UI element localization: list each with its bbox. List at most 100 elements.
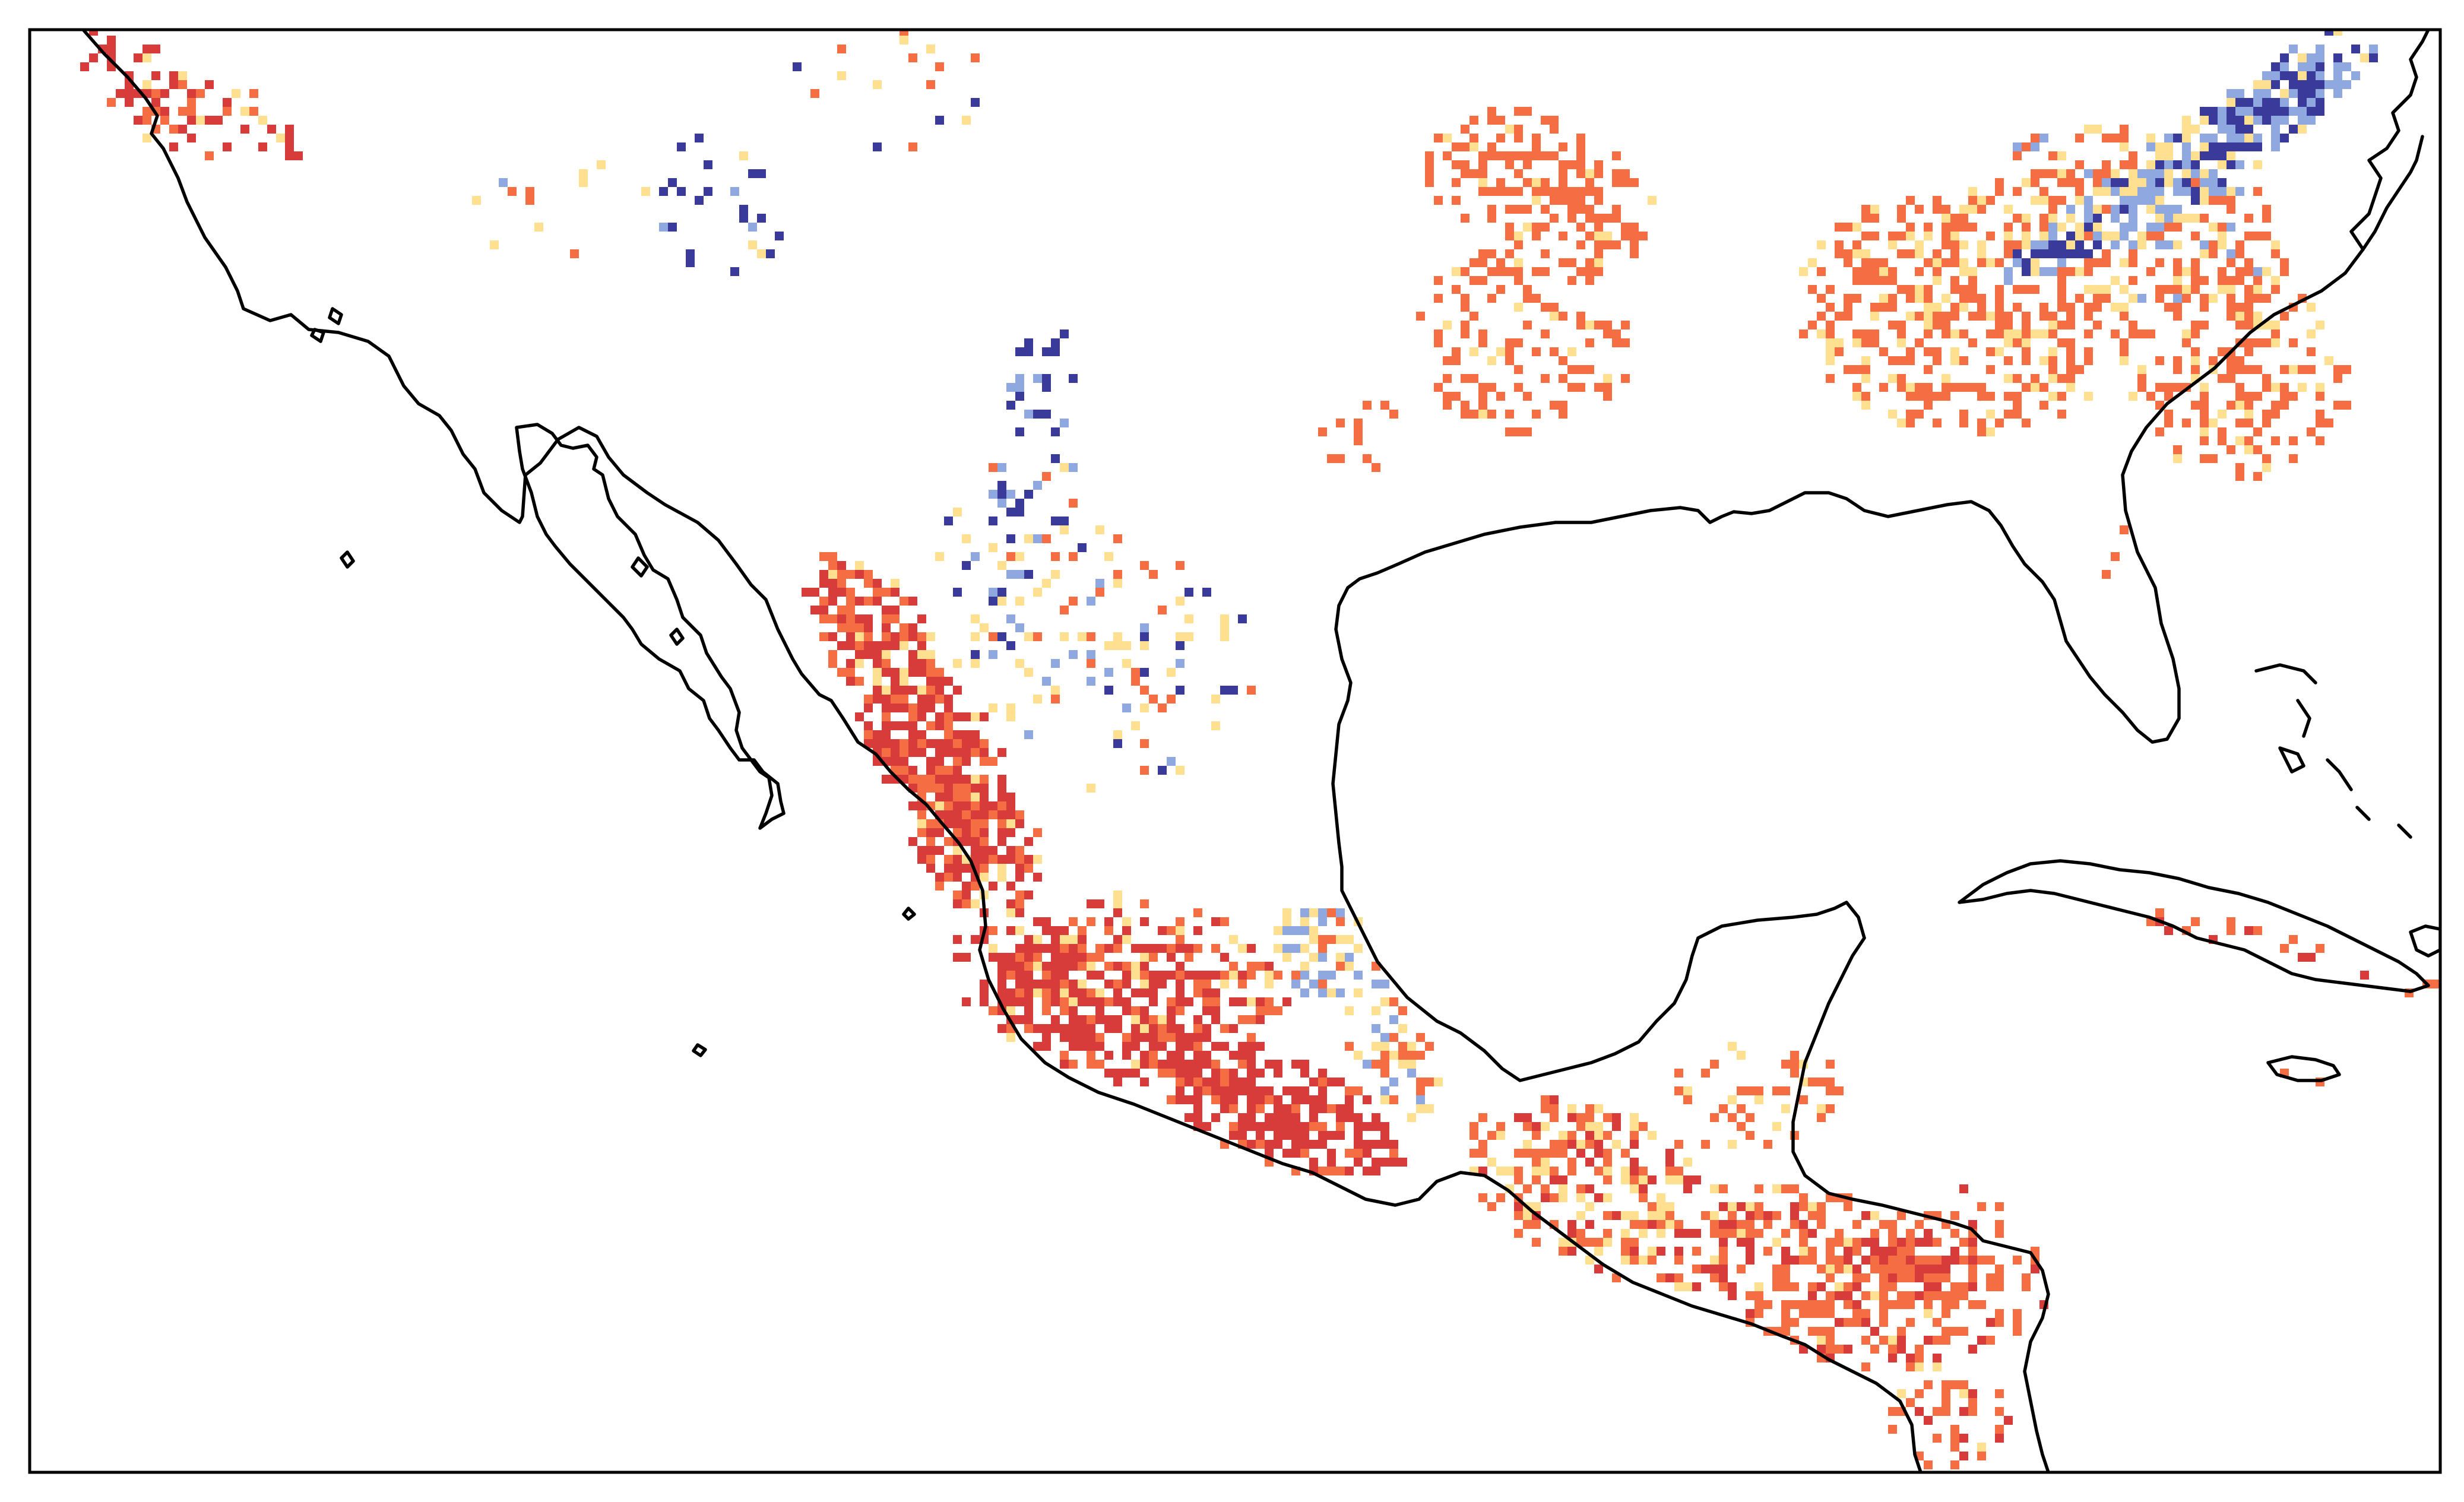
data-cell: [1443, 134, 1452, 142]
data-cell: [2084, 258, 2093, 267]
data-cell: [1870, 1256, 1879, 1265]
data-cell: [2155, 240, 2164, 249]
data-cell: [1202, 1051, 1211, 1060]
data-cell: [1888, 1300, 1897, 1309]
data-cell: [1220, 614, 1229, 623]
data-cell: [2235, 419, 2244, 427]
data-cell: [1550, 196, 1559, 205]
data-cell: [1585, 1158, 1594, 1167]
data-cell: [1737, 1265, 1746, 1273]
data-cell: [1683, 1086, 1692, 1095]
data-cell: [1594, 214, 1603, 223]
data-cell: [1042, 971, 1051, 980]
data-cell: [1532, 267, 1541, 276]
data-cell: [1737, 1122, 1746, 1131]
data-cell: [2244, 303, 2253, 312]
data-cell: [997, 810, 1006, 819]
data-cell: [1594, 1265, 1603, 1273]
data-cell: [1167, 757, 1176, 766]
data-cell: [1808, 1202, 1817, 1211]
data-cell: [1977, 1443, 1986, 1452]
data-cell: [2013, 401, 2022, 410]
data-cell: [1737, 1051, 1746, 1060]
data-cell: [1852, 1309, 1861, 1318]
data-cell: [962, 997, 971, 1006]
data-cell: [1389, 1158, 1398, 1167]
data-cell: [1015, 953, 1024, 962]
data-cell: [2137, 178, 2146, 187]
data-cell: [953, 757, 962, 766]
data-cell: [1612, 178, 1621, 187]
data-cell: [1924, 1265, 1933, 1273]
data-cell: [1844, 1345, 1852, 1354]
data-cell: [2191, 356, 2200, 365]
data-cell: [2031, 249, 2039, 258]
data-cell: [2155, 223, 2164, 232]
data-cell: [1790, 1318, 1799, 1327]
data-cell: [2262, 419, 2271, 427]
data-cell: [142, 116, 151, 125]
data-cell: [1193, 1042, 1202, 1051]
data-cell: [1024, 730, 1033, 739]
data-cell: [855, 570, 864, 579]
data-cell: [1906, 232, 1915, 240]
data-cell: [2280, 53, 2289, 62]
data-cell: [1372, 1042, 1380, 1051]
data-cell: [223, 142, 232, 151]
data-cell: [1852, 1247, 1861, 1256]
data-cell: [1291, 971, 1300, 980]
data-cell: [997, 837, 1006, 846]
data-cell: [1897, 232, 1906, 240]
data-cell: [2129, 321, 2137, 329]
data-cell: [1140, 899, 1149, 908]
data-cell: [1986, 1318, 1995, 1327]
data-cell: [2253, 160, 2262, 169]
data-cell: [1024, 997, 1033, 1006]
data-cell: [962, 891, 971, 899]
data-cell: [846, 623, 855, 632]
data-cell: [882, 623, 891, 632]
data-cell: [1211, 944, 1220, 953]
data-cell: [953, 891, 962, 899]
data-cell: [125, 89, 134, 98]
data-cell: [1461, 125, 1469, 134]
data-cell: [1140, 953, 1149, 962]
data-cell: [1594, 1193, 1603, 1202]
data-cell: [1042, 917, 1051, 926]
data-cell: [1354, 427, 1363, 436]
data-cell: [2057, 303, 2066, 312]
data-cell: [1265, 1006, 1274, 1015]
data-cell: [1229, 971, 1238, 980]
data-cell: [1122, 659, 1131, 668]
data-cell: [757, 249, 766, 258]
data-cell: [1176, 766, 1185, 775]
data-cell: [1861, 338, 1870, 347]
data-cell: [1095, 525, 1104, 534]
data-cell: [1238, 1122, 1247, 1131]
data-cell: [2039, 240, 2048, 249]
data-cell: [1924, 365, 1933, 374]
data-cell: [1149, 570, 1158, 579]
data-cell: [2298, 98, 2307, 107]
data-cell: [2235, 160, 2244, 169]
data-cell: [1024, 864, 1033, 873]
data-cell: [1844, 294, 1852, 303]
data-cell: [1808, 1247, 1817, 1256]
data-cell: [1176, 980, 1185, 988]
data-cell: [2004, 240, 2013, 249]
data-cell: [1015, 908, 1024, 917]
data-cell: [1113, 935, 1122, 944]
data-cell: [1229, 1078, 1238, 1086]
data-cell: [1006, 401, 1015, 410]
data-cell: [2022, 1282, 2031, 1291]
data-cell: [1603, 329, 1612, 338]
data-cell: [1131, 944, 1140, 953]
data-cell: [1078, 543, 1087, 552]
data-cell: [1559, 374, 1567, 383]
data-cell: [1897, 205, 1906, 214]
data-cell: [1594, 267, 1603, 276]
data-cell: [1478, 392, 1487, 401]
coastline-hispaniola: [2409, 924, 2440, 958]
data-cell: [926, 695, 935, 704]
data-cell: [2004, 276, 2013, 285]
